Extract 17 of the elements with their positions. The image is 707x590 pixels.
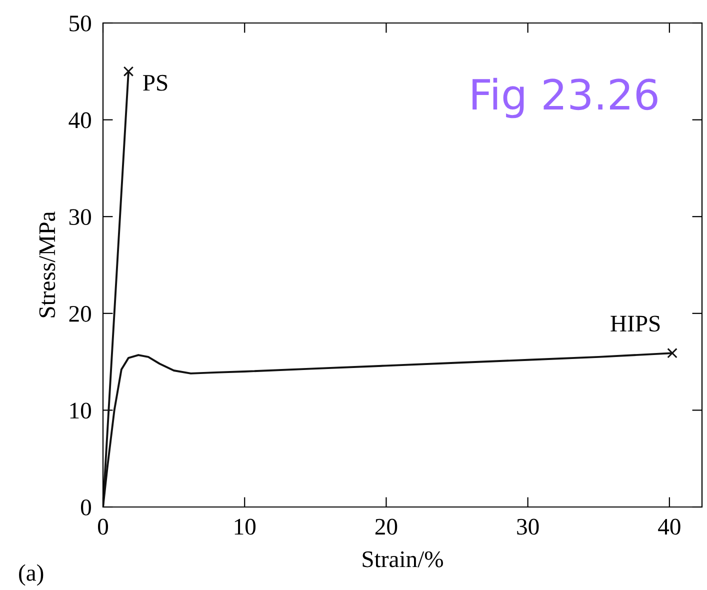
series-label: HIPS: [610, 316, 660, 332]
x-tick-label: 0: [98, 518, 108, 535]
y-tick-label: 0: [80, 499, 91, 516]
y-tick-label: 40: [68, 112, 91, 128]
y-tick-label: 20: [69, 306, 91, 322]
y-tick-label: 30: [69, 209, 91, 226]
x-tick-label: 30: [517, 518, 539, 535]
series-label: PS: [143, 74, 168, 91]
y-axis-title: Stress/MPa: [39, 212, 56, 318]
y-tick-label: 10: [70, 402, 91, 419]
x-tick-label: 20: [375, 518, 398, 535]
x-tick-label: 40: [658, 518, 680, 535]
y-tick-label: 50: [70, 15, 91, 32]
text: (a): [19, 564, 44, 586]
x-tick-label: 10: [234, 518, 256, 535]
annotation: Fig 23.26: [472, 78, 658, 118]
x-axis-title: Strain/%: [362, 551, 444, 568]
